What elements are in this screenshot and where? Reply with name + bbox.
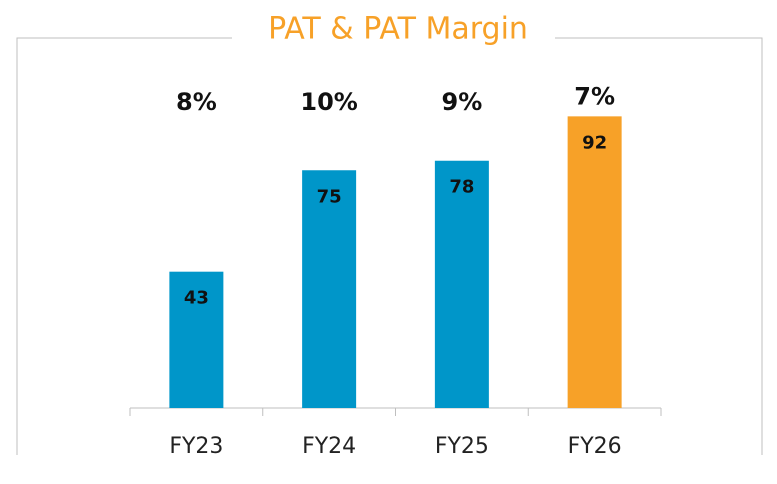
frame-right [555,37,763,455]
bar [567,116,622,409]
margin-label: 8% [176,88,217,116]
x-tick-label: FY26 [568,434,622,459]
x-tick-label: FY25 [435,434,489,459]
x-tick-label: FY24 [302,434,356,459]
bar [302,170,357,408]
frame-left [16,37,232,455]
frame [16,37,763,455]
bar [169,271,224,408]
margin-label: 10% [300,88,357,116]
bar [434,160,489,408]
margin-label: 7% [574,82,615,110]
bar-value-label: 43 [184,288,209,309]
bar-value-label: 92 [582,132,607,153]
chart-title: PAT & PAT Margin [268,12,528,47]
bar-value-label: 75 [317,186,342,207]
margin-label: 9% [442,88,483,116]
x-tick-label: FY23 [169,434,223,459]
bar-value-label: 78 [449,177,474,198]
